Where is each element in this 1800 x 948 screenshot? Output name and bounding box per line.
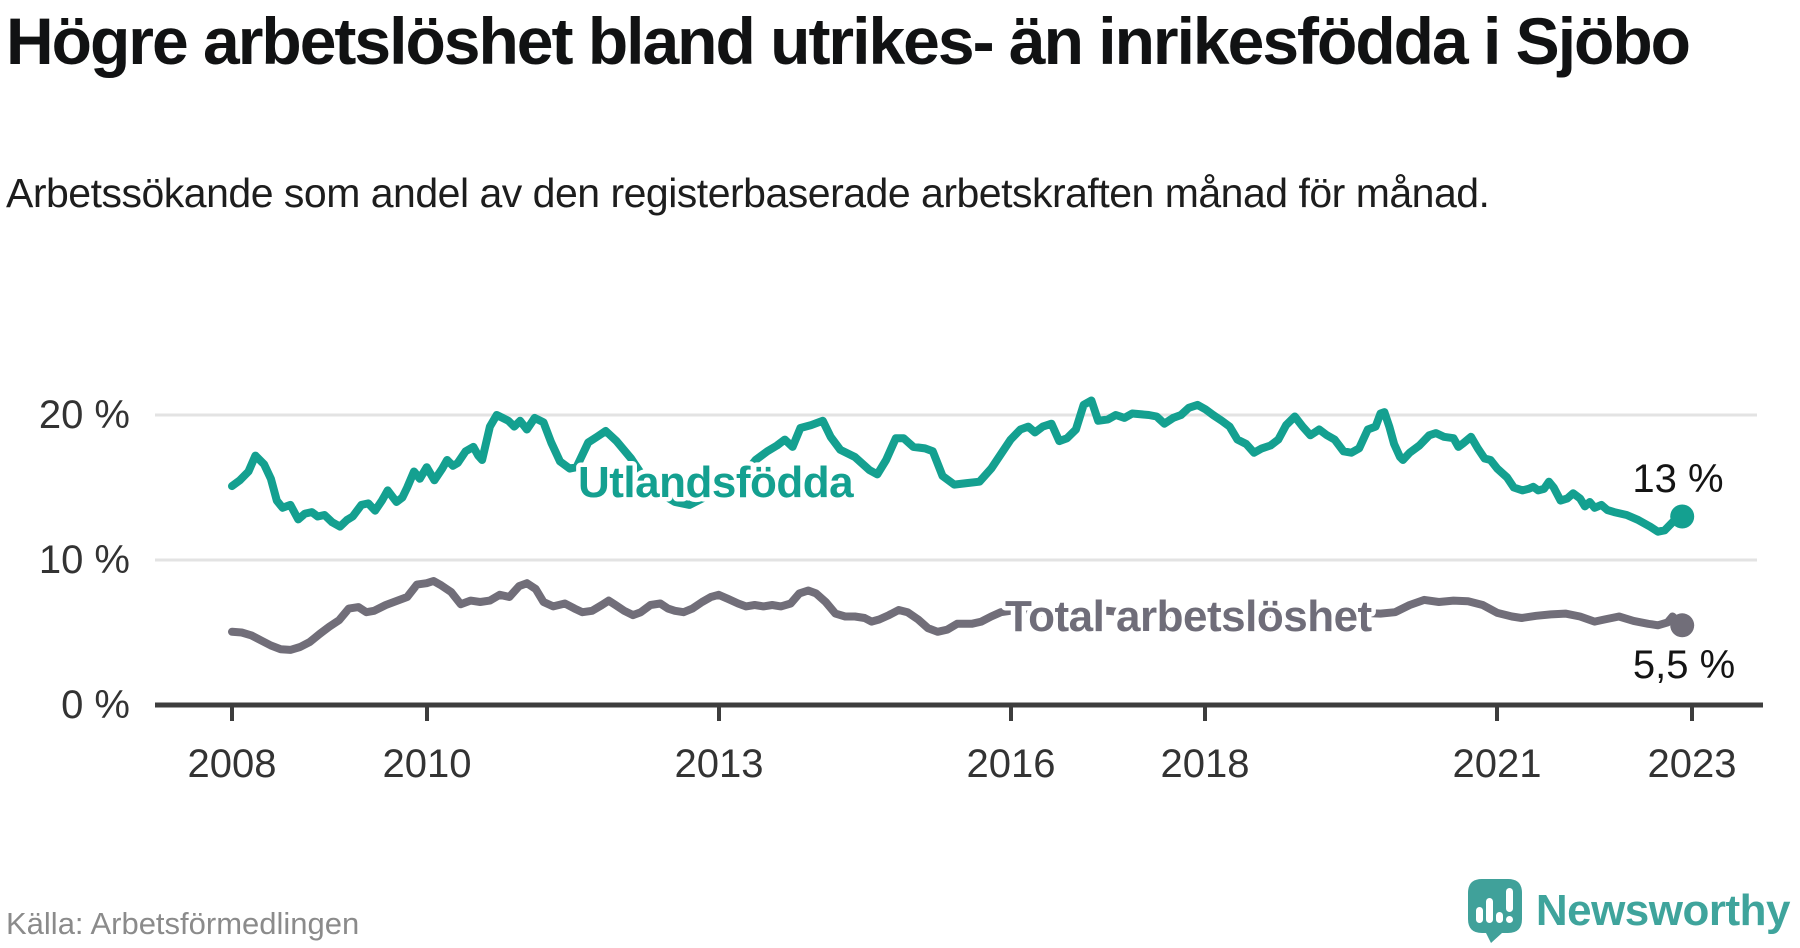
newsworthy-wordmark: Newsworthy xyxy=(1535,886,1791,935)
page-title: Högre arbetslöshet bland utrikes- än inr… xyxy=(6,4,1691,78)
x-tick-label-2013: 2013 xyxy=(675,742,764,786)
x-tick-label-2008: 2008 xyxy=(188,742,277,786)
x-tick-label-2021: 2021 xyxy=(1453,742,1542,786)
x-tick-label-2023: 2023 xyxy=(1648,742,1737,786)
series-label-utlandsfodda: Utlandsfödda xyxy=(578,458,854,507)
chart-subtitle: Arbetssökande som andel av den registerb… xyxy=(6,170,1490,216)
end-value-total: 5,5 % xyxy=(1633,643,1735,687)
x-tick-label-2010: 2010 xyxy=(383,742,472,786)
source-note: Källa: Arbetsförmedlingen xyxy=(6,906,360,941)
y-tick-label-0: 0 % xyxy=(61,683,130,727)
end-value-foreign-born: 13 % xyxy=(1632,457,1723,501)
total-end-dot xyxy=(1670,613,1695,638)
foreign-born-end-dot xyxy=(1670,504,1695,529)
foreign-born-line xyxy=(228,396,1687,536)
x-tick-label-2016: 2016 xyxy=(967,742,1056,786)
x-tick-label-2018: 2018 xyxy=(1161,742,1250,786)
y-tick-label-20: 20 % xyxy=(39,393,130,437)
newsworthy-logo-icon xyxy=(1467,879,1522,943)
series-label-total: Total arbetslöshet xyxy=(1005,592,1373,641)
y-tick-label-10: 10 % xyxy=(39,538,130,582)
total-unemployment-line xyxy=(228,577,1687,654)
newsworthy-brand: Newsworthy xyxy=(1467,878,1791,944)
